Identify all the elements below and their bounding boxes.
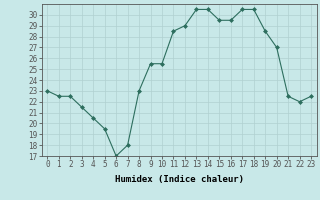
X-axis label: Humidex (Indice chaleur): Humidex (Indice chaleur) [115, 175, 244, 184]
